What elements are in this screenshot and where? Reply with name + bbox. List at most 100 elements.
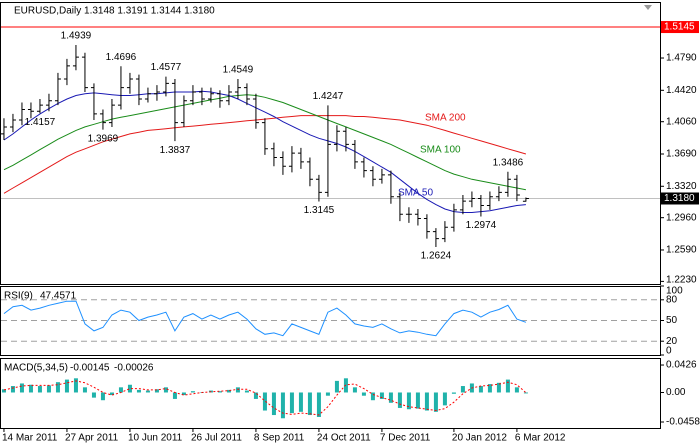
ohlc-bar xyxy=(423,214,430,239)
ohlc-bar xyxy=(351,140,358,169)
macd-bar xyxy=(460,386,465,393)
ohlc-bar xyxy=(297,147,304,169)
macd-bar xyxy=(91,392,96,398)
macd-bar xyxy=(478,386,483,393)
ohlc-bar xyxy=(279,151,286,175)
low-label: 1.3145 xyxy=(304,205,335,216)
ohlc-bar xyxy=(360,157,367,178)
macd-bar xyxy=(217,391,222,393)
ohlc-bar xyxy=(513,174,520,202)
chart-shift-marker xyxy=(644,5,652,10)
chart-title: EURUSD,Daily 1.3148 1.3191 1.3144 1.3180 xyxy=(14,6,215,17)
macd-panel xyxy=(0,358,661,429)
rsi-title: RSI(9) xyxy=(4,291,33,302)
ohlc-bar xyxy=(387,170,394,204)
ohlc-bar xyxy=(18,102,25,126)
macd-bar xyxy=(406,392,411,410)
macd-bar xyxy=(271,392,276,416)
sma-line xyxy=(3,90,526,213)
macd-bar xyxy=(361,392,366,396)
ohlc-bar xyxy=(90,83,97,120)
ohlc-bar xyxy=(378,168,385,184)
ohlc-bar xyxy=(315,174,322,202)
ohlc-bar xyxy=(243,83,250,106)
macd-bar xyxy=(100,392,105,401)
macd-bar xyxy=(28,384,33,393)
macd-bar xyxy=(388,392,393,403)
macd-bar xyxy=(55,382,60,393)
macd-bar xyxy=(181,392,186,396)
y-tick-label: 1.4060 xyxy=(666,116,697,127)
ohlc-bar xyxy=(216,90,223,108)
macd-bar xyxy=(442,392,447,406)
high-label: 1.4577 xyxy=(151,62,182,73)
macd-bar xyxy=(10,386,15,393)
high-label: 1.3486 xyxy=(493,157,524,168)
ohlc-bar xyxy=(81,52,88,93)
ohlc-bar xyxy=(288,146,295,173)
macd-bar xyxy=(145,390,150,393)
ohlc-bar xyxy=(153,85,160,101)
ohlc-bar xyxy=(0,118,7,141)
ohlc-bar xyxy=(45,93,52,112)
x-tick-label: 7 Dec 2011 xyxy=(380,433,431,444)
y-tick-label: 1.3690 xyxy=(666,149,697,160)
x-tick-label: 24 Oct 2011 xyxy=(317,433,371,444)
macd-bar xyxy=(316,392,321,417)
macd-bar xyxy=(370,392,375,401)
x-tick-label: 14 Mar 2011 xyxy=(2,433,58,444)
low-label: 1.3969 xyxy=(88,133,119,144)
macd-bar xyxy=(226,389,231,393)
last-price-tag xyxy=(661,192,699,205)
x-tick-label: 10 Jun 2011 xyxy=(128,433,183,444)
macd-bar xyxy=(451,392,456,394)
ohlc-bar xyxy=(504,171,511,197)
alert-label: 1.5145 xyxy=(664,22,695,33)
y-tick-label: -0.0458 xyxy=(666,417,700,428)
macd-bar xyxy=(487,384,492,393)
macd-bar xyxy=(244,390,249,393)
ohlc-bar xyxy=(135,74,142,106)
macd-title: MACD(5,34,5) xyxy=(4,363,68,374)
ohlc-bar xyxy=(144,87,151,103)
ohlc-bar xyxy=(117,66,124,110)
macd-bar xyxy=(19,383,24,393)
x-tick-label: 27 Apr 2011 xyxy=(65,433,119,444)
ohlc-bar xyxy=(27,102,34,119)
macd-bar xyxy=(433,392,438,412)
sma-line xyxy=(3,94,526,191)
high-label: 1.4939 xyxy=(61,31,92,42)
x-tick-label: 8 Sep 2011 xyxy=(254,433,305,444)
macd-bar xyxy=(298,392,303,412)
y-tick-label: 0 xyxy=(666,346,672,357)
macd-bar xyxy=(253,392,258,399)
macd-bar xyxy=(397,392,402,408)
macd-bar xyxy=(235,387,240,393)
ohlc-bar xyxy=(522,197,529,202)
sma-label: SMA 200 xyxy=(425,113,466,124)
macd-bar xyxy=(190,391,195,393)
ohlc-bar xyxy=(450,203,457,232)
macd-value: -0.00145 xyxy=(70,363,110,374)
macd-signal xyxy=(3,380,527,416)
macd-bar xyxy=(46,385,51,393)
y-tick-label: 0.0426 xyxy=(666,360,697,371)
macd-bar xyxy=(262,392,267,411)
ohlc-bar xyxy=(324,105,331,197)
y-tick-label: 1.4790 xyxy=(666,53,697,64)
ohlc-bar xyxy=(270,142,277,167)
ohlc-bar xyxy=(252,93,259,129)
y-tick-label: 20 xyxy=(666,336,678,347)
macd-bar xyxy=(73,378,78,393)
macd-bar xyxy=(424,392,429,411)
macd-bar xyxy=(523,392,528,394)
ohlc-bar xyxy=(468,191,475,208)
macd-bar xyxy=(163,387,168,393)
y-tick-label: 1.2590 xyxy=(666,245,697,256)
sma-label: SMA 50 xyxy=(398,188,433,199)
ohlc-bar xyxy=(369,166,376,187)
y-tick-label: 80 xyxy=(666,294,678,305)
